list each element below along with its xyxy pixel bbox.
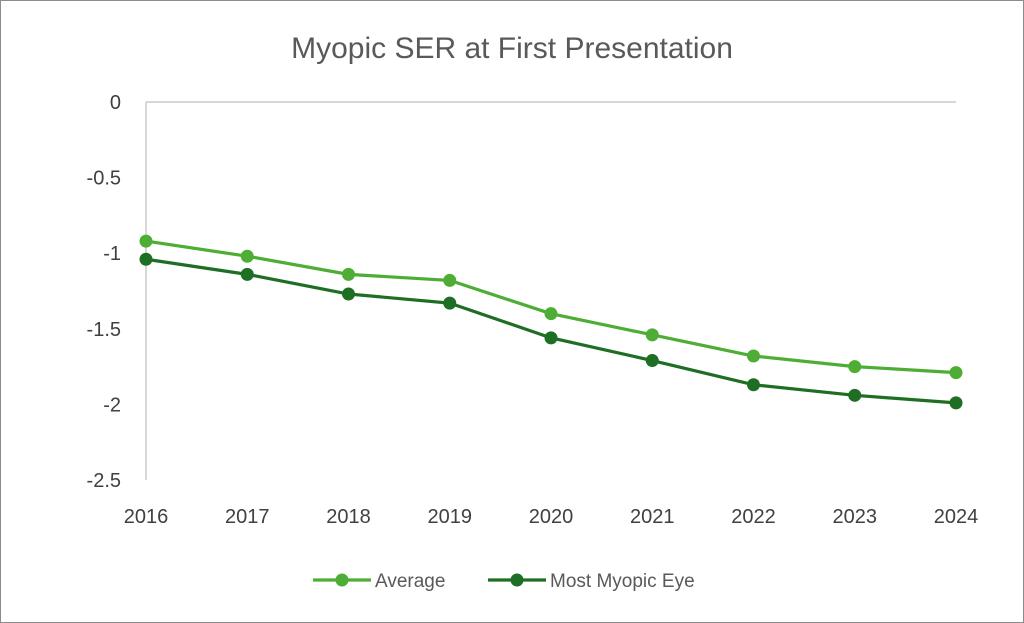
- data-point: [645, 354, 659, 368]
- data-point: [443, 273, 457, 287]
- x-tick-label: 2021: [630, 506, 675, 528]
- x-tick-label: 2023: [833, 506, 878, 528]
- legend-entry: Average: [313, 571, 445, 592]
- data-point: [848, 360, 862, 374]
- data-point: [747, 378, 760, 392]
- series-line: [145, 239, 957, 375]
- chart-legend: Average Most Myopic Eye: [313, 571, 695, 592]
- data-point: [139, 252, 153, 266]
- data-point: [544, 331, 558, 345]
- y-tick-label: -1.5: [87, 319, 121, 341]
- legend-entry: Most Myopic Eye: [488, 571, 695, 592]
- y-tick-label: -2.5: [87, 470, 121, 492]
- x-tick-label: 2016: [124, 506, 169, 528]
- legend-label: Average: [375, 571, 445, 592]
- y-tick-label: 0: [110, 92, 121, 114]
- data-point: [240, 267, 254, 281]
- legend-marker: [510, 573, 524, 587]
- x-tick-label: 2024: [934, 506, 979, 528]
- x-tick-label: 2018: [326, 506, 371, 528]
- y-tick-label: -1: [103, 243, 121, 265]
- chart-series: [139, 234, 963, 410]
- y-tick-label: -0.5: [87, 168, 121, 190]
- data-point: [949, 396, 963, 410]
- data-point: [949, 366, 963, 380]
- y-tick-label: -2: [103, 394, 121, 416]
- data-point: [139, 234, 153, 248]
- data-point: [342, 287, 355, 301]
- x-tick-label: 2019: [428, 506, 473, 528]
- x-tick-label: 2017: [225, 506, 270, 528]
- data-point: [645, 328, 659, 342]
- legend-label: Most Myopic Eye: [550, 571, 695, 592]
- data-point: [443, 296, 457, 310]
- data-point: [342, 267, 355, 281]
- series-average: [139, 234, 963, 380]
- data-point: [848, 388, 862, 402]
- x-tick-label: 2022: [731, 506, 776, 528]
- data-point: [240, 249, 254, 263]
- chart-title: Myopic SER at First Presentation: [291, 32, 733, 65]
- x-tick-label: 2020: [529, 506, 574, 528]
- series-line: [145, 257, 957, 405]
- series-most-myopic-eye: [139, 252, 963, 410]
- data-point: [747, 349, 760, 363]
- legend-marker: [335, 573, 349, 587]
- data-point: [544, 307, 558, 321]
